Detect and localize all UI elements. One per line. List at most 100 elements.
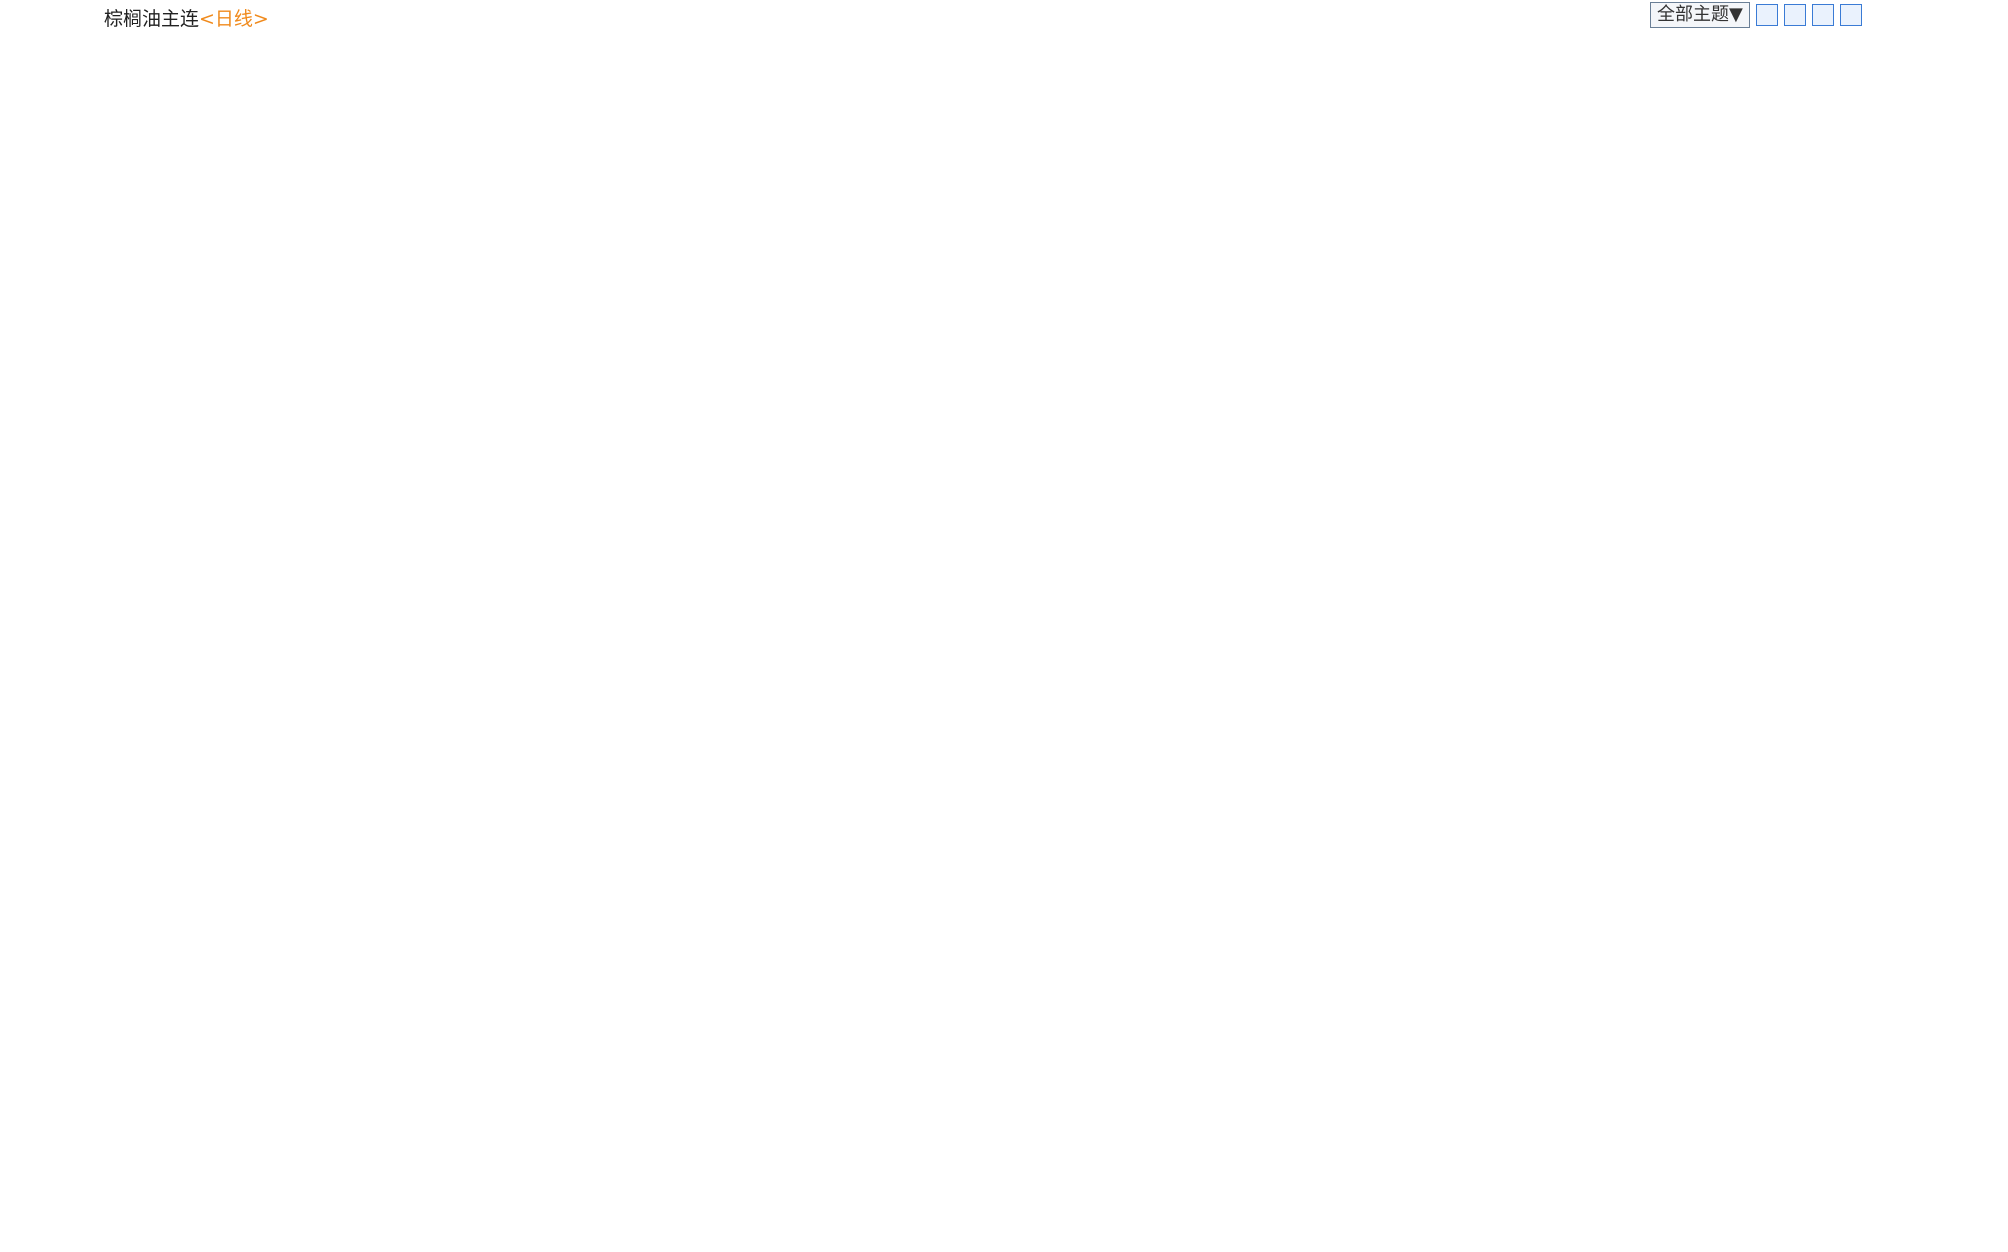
candle-body <box>891 352 900 499</box>
candle-body <box>771 689 781 739</box>
candle-body <box>293 756 303 788</box>
y-tick-label: 12946.54 <box>6 120 97 142</box>
y-tick-label: 12946.54 <box>1901 120 1992 142</box>
candle-body <box>971 188 980 258</box>
candle-body <box>333 747 342 797</box>
candle-body <box>1223 246 1232 315</box>
candle-body <box>493 766 502 807</box>
candle-body <box>944 313 953 364</box>
candle-body <box>864 410 874 489</box>
candle-body <box>1834 1113 1843 1134</box>
candle-body <box>1024 438 1033 576</box>
candle-body <box>1728 930 1737 971</box>
extreme-label: 7962.00 <box>120 1095 207 1117</box>
y-tick-label: 11449.83 <box>1901 409 1992 431</box>
candle-body <box>1143 496 1153 585</box>
y-tick-label: 10452.02 <box>1901 601 1992 623</box>
candle-body <box>732 795 741 826</box>
candle-body <box>678 901 688 942</box>
extreme-label: 10106.00 <box>319 654 419 676</box>
candle-body <box>214 968 223 980</box>
candle-body <box>692 901 701 913</box>
bars-icon[interactable] <box>1783 4 1806 26</box>
candle-body <box>1475 660 1485 749</box>
cursor-price-label: 12819.54 <box>1901 145 1992 167</box>
play-icon[interactable] <box>1811 4 1834 26</box>
candle-body <box>918 188 927 238</box>
y-tick-label: 7957.51 <box>1901 1082 1980 1104</box>
candle-body <box>107 1045 117 1067</box>
candle-body <box>1183 400 1193 470</box>
candle-body <box>1529 872 1538 971</box>
candle-body <box>253 799 263 816</box>
candle-body <box>1329 313 1339 354</box>
candle-body <box>400 722 409 816</box>
candle-body <box>1489 747 1498 816</box>
y-tick-label: 8955.31 <box>18 890 97 912</box>
candle-body <box>1117 641 1126 662</box>
candle-body <box>1104 390 1113 479</box>
zoom-icon[interactable] <box>1755 4 1778 26</box>
candle-body <box>506 805 515 865</box>
candle-body <box>639 978 648 1019</box>
candle-body <box>625 1007 635 1019</box>
candle-body <box>1715 968 1724 1000</box>
end-icon[interactable] <box>1839 4 1862 26</box>
candle-body <box>1595 1103 1604 1183</box>
candle-body <box>1422 265 1432 402</box>
candle-body <box>1236 313 1246 402</box>
candle-body <box>1622 1084 1631 1134</box>
candle-body <box>785 689 794 720</box>
candle-body <box>1037 467 1046 576</box>
candle-body <box>1409 265 1418 296</box>
candle-body <box>1502 756 1511 816</box>
y-tick-label: 10950.92 <box>1901 505 1992 527</box>
candle-body <box>1396 284 1405 296</box>
y-tick-label: 8456.41 <box>1901 986 1980 1008</box>
candle-body <box>1316 352 1325 412</box>
candle-body <box>1462 564 1471 662</box>
candle-body <box>1661 959 1671 1038</box>
theme-button[interactable]: 全部主题▼ <box>1650 2 1750 28</box>
header: 棕榈油主连<日线> <box>104 4 269 31</box>
candle-body <box>599 1045 608 1086</box>
candle-body <box>745 795 754 807</box>
last-price-box <box>1896 1078 2008 1108</box>
candle-body <box>479 708 489 768</box>
candle-body <box>1050 381 1060 470</box>
candle-body <box>187 1026 196 1048</box>
y-tick-label: 12447.63 <box>6 217 97 239</box>
candle-body <box>1582 1094 1591 1183</box>
candle-body <box>1608 1103 1618 1134</box>
candle-body <box>147 1026 156 1052</box>
candle-body <box>413 814 422 884</box>
y-tick-label: 9953.12 <box>18 697 97 719</box>
y-tick-label: 10950.92 <box>6 505 97 527</box>
candle-body <box>1821 1074 1830 1115</box>
y-tick-label: 13445.44 <box>1901 24 1992 46</box>
candle-body <box>1077 410 1086 431</box>
candle-body <box>1568 1026 1578 1096</box>
candle-body <box>1130 583 1139 643</box>
candle-body <box>1794 949 1804 1009</box>
toolbar: 全部主题▼ <box>1650 2 1862 28</box>
y-tick-label: 11948.73 <box>1901 313 1992 335</box>
candle-body <box>227 930 236 980</box>
candle-body <box>559 1113 568 1154</box>
candle-body <box>360 727 369 778</box>
candle-body <box>267 814 276 845</box>
y-tick-label: 11449.83 <box>6 409 97 431</box>
candle-body <box>546 1074 555 1115</box>
candle-body <box>307 727 316 759</box>
y-tick-label: 8955.31 <box>1901 890 1980 912</box>
candle-body <box>1436 400 1445 470</box>
candle-body <box>758 737 767 807</box>
candle-body <box>280 785 289 845</box>
period-selector[interactable]: <日线> <box>199 8 269 30</box>
extreme-label: 7576.00 <box>572 1169 659 1191</box>
last-price-label: 7954.00 <box>1901 1082 1980 1104</box>
candle-body <box>1356 265 1365 335</box>
title: 棕榈油主连 <box>104 8 200 30</box>
candle-body <box>426 824 435 884</box>
candle-body <box>718 824 728 874</box>
